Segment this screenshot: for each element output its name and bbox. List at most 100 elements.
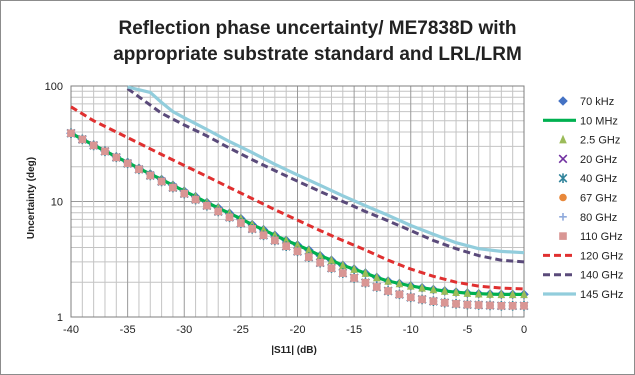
data-point-2-5-ghz (293, 240, 302, 249)
legend-swatch-80-ghz (559, 213, 567, 221)
data-point-110-ghz (112, 153, 121, 162)
axes: -40 -35 -30 -25 -20 -15 -10 -5 0 1 10 100 (45, 81, 527, 336)
data-point-110-ghz (123, 159, 132, 168)
data-point-2-5-ghz (339, 260, 347, 270)
data-point-110-ghz (305, 253, 313, 261)
data-point-2-5-ghz (486, 289, 494, 298)
y-tick-label: 1 (57, 312, 63, 324)
legend-label-2-5-ghz: 2.5 GHz (580, 135, 620, 147)
y-tick-label: 10 (51, 197, 63, 209)
y-tick-label: 100 (45, 81, 63, 93)
series-120-ghz (70, 105, 525, 291)
data-point-2-5-ghz (474, 288, 483, 298)
legend-label-70-khz: 70 kHz (580, 96, 614, 108)
data-point-2-5-ghz (463, 288, 472, 297)
data-point-2-5-ghz (418, 282, 426, 292)
data-point-2-5-ghz (259, 224, 268, 234)
data-point-110-ghz (316, 258, 324, 267)
legend-label-20-ghz: 20 GHz (580, 154, 617, 166)
x-tick-label: -40 (63, 324, 79, 336)
legend-label-10-mhz: 10 MHz (580, 115, 618, 127)
data-point-110-ghz (372, 283, 381, 291)
data-point-110-ghz (78, 135, 87, 144)
data-point-110-ghz (339, 269, 347, 277)
data-point-2-5-ghz (305, 245, 313, 254)
data-point-2-5-ghz (316, 250, 324, 260)
data-point-2-5-ghz (282, 235, 290, 245)
data-point-110-ghz (203, 201, 211, 210)
data-point-110-ghz (101, 147, 109, 156)
data-point-2-5-ghz (508, 289, 517, 299)
legend-swatch-110-ghz (559, 232, 567, 240)
data-point-2-5-ghz (395, 278, 404, 288)
x-tick-label: -25 (233, 324, 249, 336)
legend-label-40-ghz: 40 GHz (580, 173, 617, 185)
plot-series (66, 85, 529, 311)
data-point-110-ghz (248, 225, 256, 233)
data-point-110-ghz (429, 297, 438, 306)
data-point-110-ghz (486, 301, 494, 310)
data-point-110-ghz (271, 236, 279, 245)
legend-swatch-70-khz (558, 96, 568, 106)
series-110-ghz (67, 129, 528, 310)
data-point-110-ghz (440, 298, 449, 307)
chart-title-line-1: Reflection phase uncertainty/ ME7838D wi… (118, 18, 517, 39)
data-point-110-ghz (508, 302, 517, 310)
legend-label-140-ghz: 140 GHz (580, 270, 623, 282)
data-point-110-ghz (463, 300, 472, 309)
data-point-110-ghz (406, 293, 415, 302)
data-point-2-5-ghz (452, 287, 460, 296)
data-point-110-ghz (237, 219, 245, 227)
data-point-110-ghz (384, 287, 392, 295)
x-tick-label: -5 (462, 324, 472, 336)
legend-swatch-40-ghz (558, 173, 568, 183)
legend-swatch-2-5-ghz (559, 134, 567, 144)
data-point-110-ghz (520, 302, 528, 310)
data-point-2-5-ghz (497, 289, 506, 299)
data-point-110-ghz (180, 189, 189, 198)
data-point-110-ghz (395, 290, 404, 299)
data-point-110-ghz (135, 165, 143, 174)
series-line-120-ghz (70, 105, 525, 291)
legend-label-120-ghz: 120 GHz (580, 250, 623, 262)
data-point-2-5-ghz (372, 272, 381, 282)
data-point-110-ghz (157, 177, 166, 186)
x-tick-label: -10 (403, 324, 419, 336)
data-point-110-ghz (67, 129, 75, 138)
data-point-110-ghz (146, 171, 155, 180)
data-point-110-ghz (225, 213, 234, 222)
data-point-110-ghz (259, 231, 268, 240)
data-point-110-ghz (474, 301, 483, 309)
series-line-140-ghz (126, 87, 525, 264)
legend-label-145-ghz: 145 GHz (580, 289, 623, 301)
data-point-110-ghz (214, 207, 223, 216)
x-tick-label: -30 (176, 324, 192, 336)
data-point-110-ghz (89, 141, 98, 150)
data-point-110-ghz (350, 274, 358, 282)
x-tick-label: -35 (120, 324, 136, 336)
x-tick-label: 0 (521, 324, 527, 336)
legend-label-67-ghz: 67 GHz (580, 193, 617, 205)
data-point-110-ghz (282, 242, 290, 251)
data-point-2-5-ghz (350, 264, 358, 273)
data-point-110-ghz (169, 183, 177, 192)
data-point-2-5-ghz (520, 289, 528, 299)
data-point-110-ghz (327, 264, 336, 272)
x-tick-label: -15 (346, 324, 362, 336)
legend-swatch-20-ghz (558, 154, 568, 164)
series-145-ghz (127, 85, 525, 255)
data-point-2-5-ghz (361, 268, 370, 277)
x-axis-label: |S11| (dB) (271, 345, 317, 356)
legend-label-110-ghz: 110 GHz (580, 231, 623, 243)
data-point-110-ghz (191, 195, 200, 204)
data-point-2-5-ghz (406, 281, 415, 290)
data-point-110-ghz (361, 278, 370, 287)
legend: 70 kHz 10 MHz 2.5 GHz 20 GHz 40 GHz 67 GHz 80 … (543, 96, 623, 301)
data-point-110-ghz (418, 295, 426, 304)
data-point-2-5-ghz (440, 286, 449, 295)
plot-area-border (70, 85, 525, 318)
data-point-2-5-ghz (384, 276, 392, 285)
chart-title-line-2: appropriate substrate standard and LRL/L… (113, 44, 522, 65)
